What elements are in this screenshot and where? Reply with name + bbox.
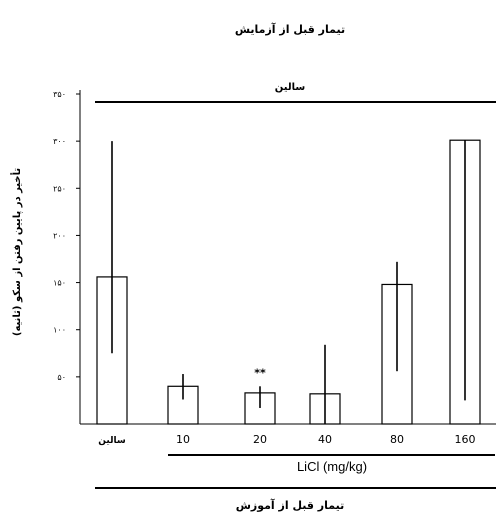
y-tick-label: ۱۰۰: [53, 326, 66, 335]
y-axis-label: تأخیر در پایین رفتن از سکو (ثانیه): [10, 168, 23, 336]
x-tick-label: 20: [253, 433, 267, 446]
y-tick-label: ۲۰۰: [53, 231, 66, 240]
y-axis: ۵۰ ۱۰۰ ۱۵۰ ۲۰۰ ۲۵۰ ۳۰۰ ۳۵۰: [53, 90, 81, 424]
y-tick-label: ۲۵۰: [53, 184, 66, 193]
x-axis-ticks: سالین 10 20 40 80 160: [98, 433, 475, 446]
significance-annotation: **: [254, 366, 266, 379]
top-title: تیمار قبل از آزمایش: [235, 22, 345, 36]
y-tick-label: ۵۰: [57, 373, 66, 382]
x-tick-label: 40: [318, 433, 332, 446]
x-tick-label: 80: [390, 433, 404, 446]
bottom-title: تیمار قبل از آموزش: [236, 498, 345, 512]
x-tick-label: 10: [176, 433, 190, 446]
group-label: LiCl (mg/kg): [297, 459, 367, 474]
x-tick-label: 160: [455, 433, 476, 446]
x-tick-label: سالین: [98, 436, 126, 446]
y-tick-label: ۳۰۰: [53, 137, 66, 146]
top-line-label: سالین: [275, 82, 306, 93]
y-tick-label: ۳۵۰: [53, 90, 66, 99]
bars: **: [96, 139, 481, 425]
y-tick-label: ۱۵۰: [53, 279, 66, 288]
